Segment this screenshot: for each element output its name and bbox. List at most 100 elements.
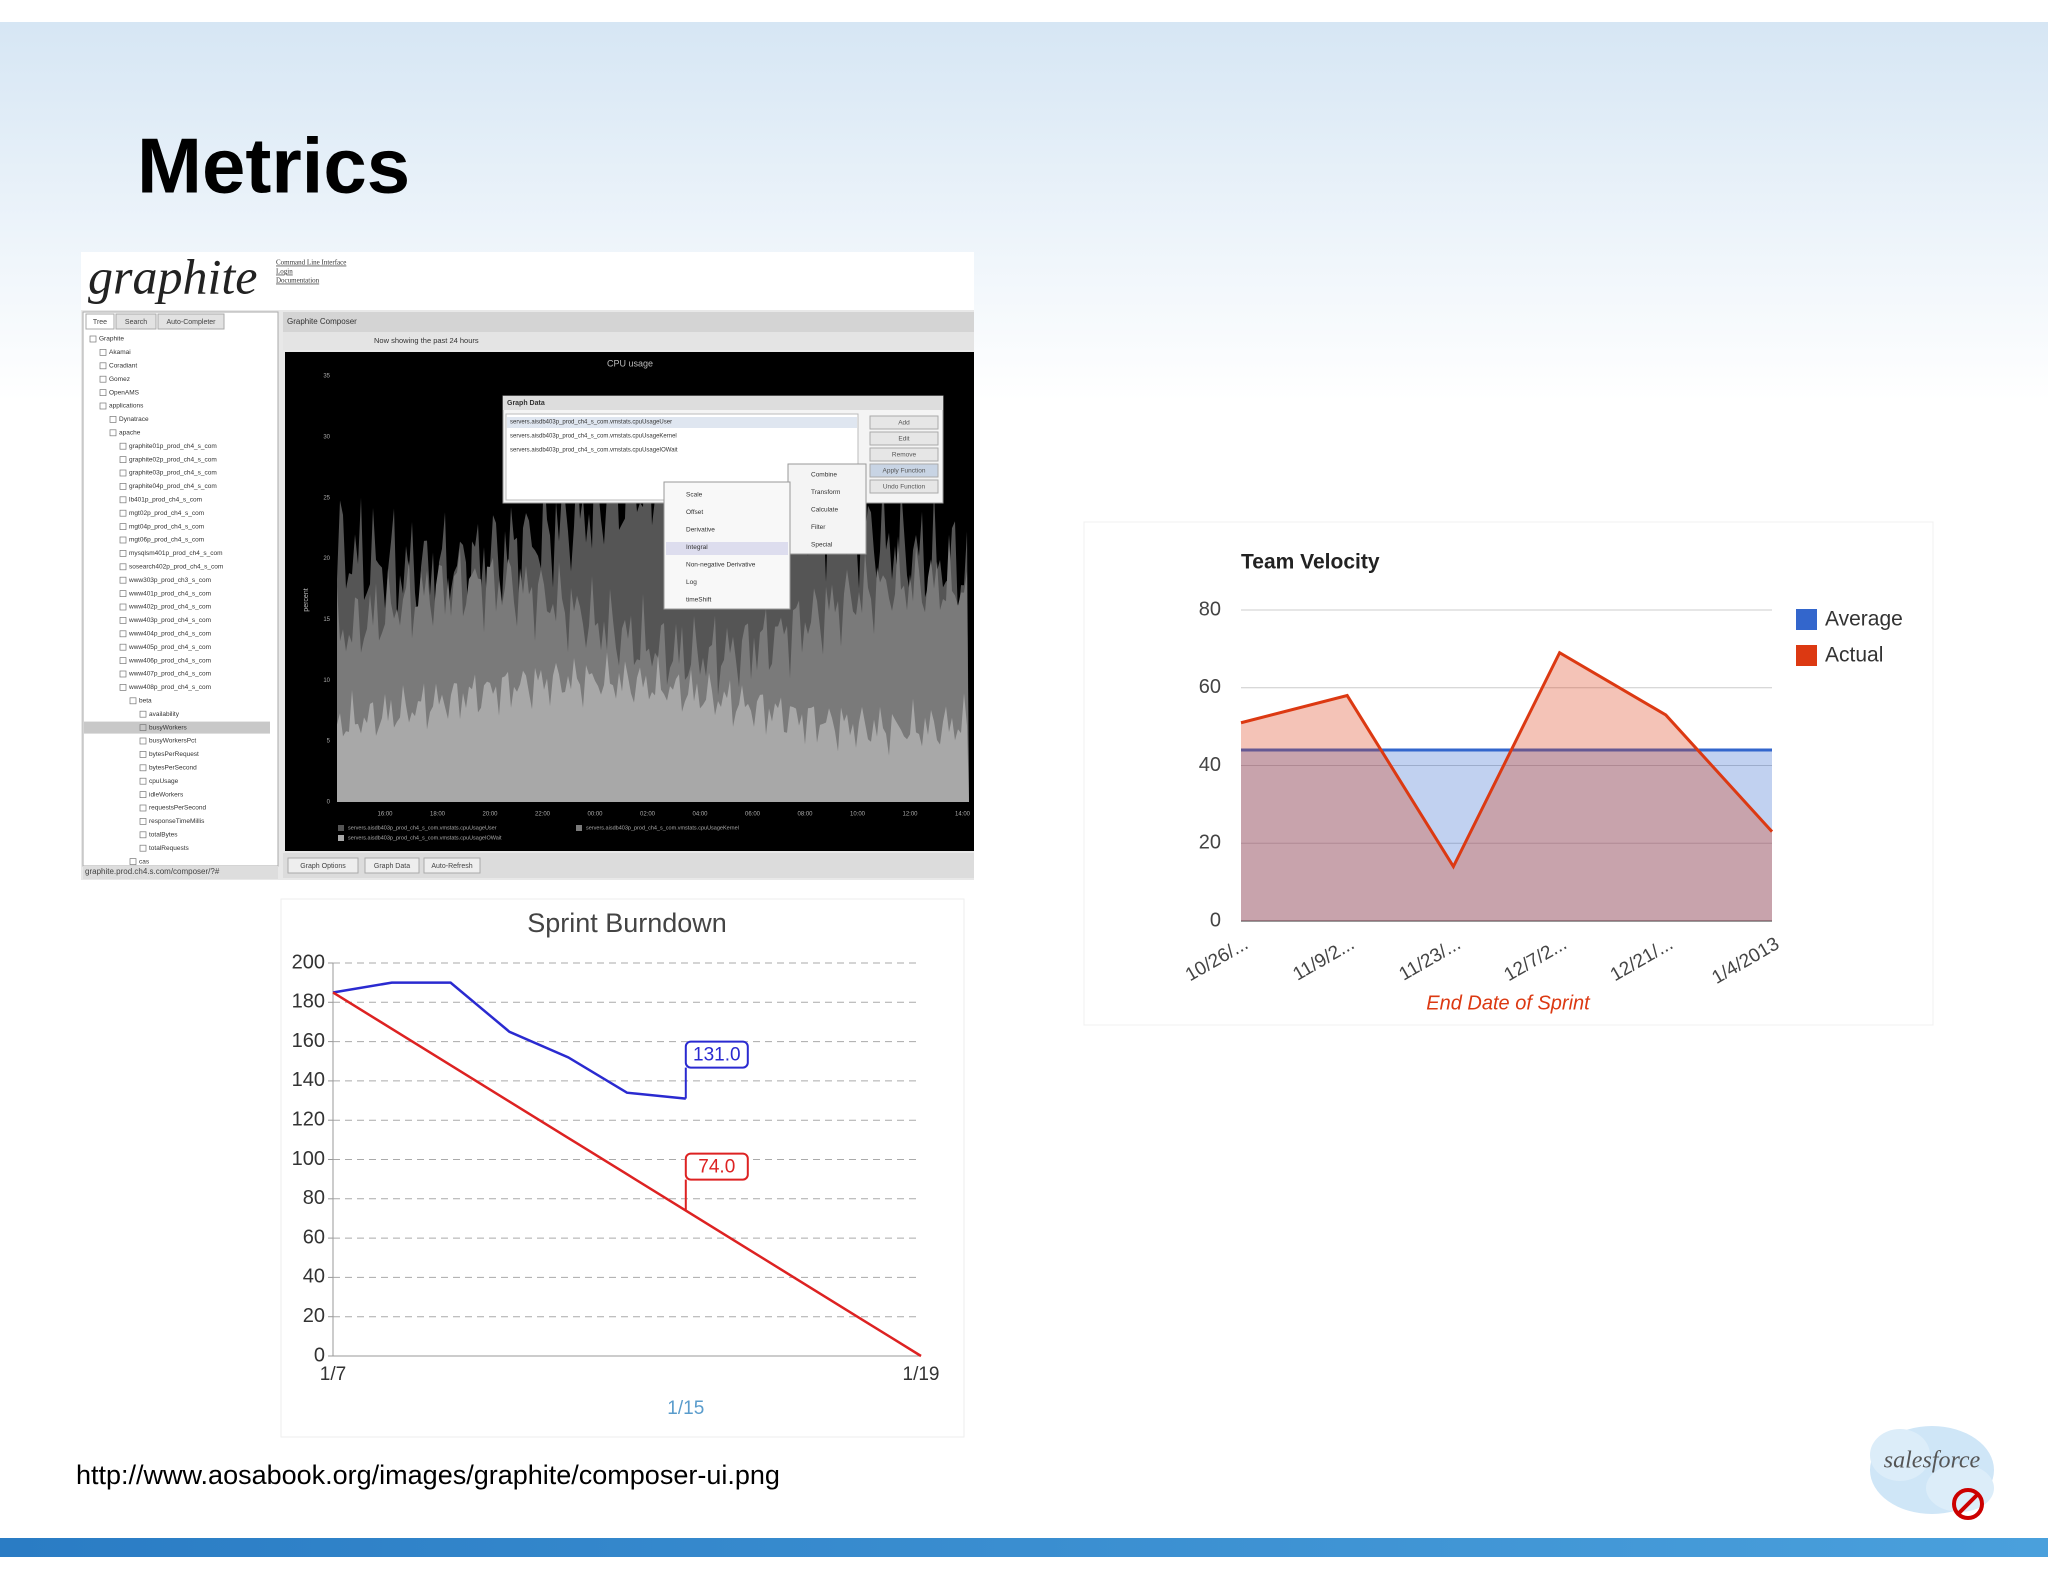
statusbar (83, 866, 278, 879)
graph-legend-item: servers.aisdb403p_prod_ch4_s_com.vmstats… (348, 825, 497, 831)
graph-x-tick: 14:00 (955, 812, 971, 818)
tree-item: mgt02p_prod_ch4_s_com (129, 510, 204, 517)
dialog-row: servers.aisdb403p_prod_ch4_s_com.vmstats… (510, 420, 672, 426)
y-tick-label: 180 (292, 991, 325, 1013)
graph-y-tick: 10 (323, 678, 330, 684)
dialog-title: Graph Data (507, 400, 545, 407)
graph-x-tick: 16:00 (377, 812, 393, 818)
header-link: Command Line Interface (276, 259, 346, 267)
line (332, 991, 922, 1358)
tree-icon (139, 724, 147, 731)
tab (157, 313, 225, 330)
tree-icon (139, 831, 147, 839)
tab-label: Search (125, 319, 147, 326)
line (1240, 650, 1774, 870)
y-tick-label: 120 (292, 1108, 325, 1130)
graph-legend-item: servers.aisdb403p_prod_ch4_s_com.vmstats… (348, 835, 502, 841)
submenu-hover (666, 542, 788, 555)
tree-icon (119, 684, 127, 691)
graph-y-tick: 30 (323, 434, 330, 440)
tree-item: www403p_prod_ch4_s_com (128, 617, 211, 624)
tree-icon (99, 402, 107, 410)
graph-x-tick: 00:00 (587, 812, 603, 818)
tree-item: www303p_prod_ch3_s_com (128, 577, 211, 584)
velocity-x-label: End Date of Sprint (1426, 992, 1591, 1014)
legend-swatch (1796, 645, 1817, 666)
graph-legend-swatch (338, 825, 344, 831)
menu-item: Combine (811, 472, 837, 479)
velocity-panel (1083, 521, 1934, 1026)
tree-icon (119, 483, 127, 490)
dialog-row: servers.aisdb403p_prod_ch4_s_com.vmstats… (510, 448, 678, 454)
graph-x-tick: 08:00 (797, 812, 813, 818)
submenu-item: timeShift (686, 597, 711, 604)
tree-item: Dynatrace (119, 416, 149, 423)
screenshot-header (81, 252, 974, 310)
graph-y-tick: 5 (327, 739, 331, 745)
tree-item: www406p_prod_ch4_s_com (128, 657, 211, 664)
tree-item: mgt06p_prod_ch4_s_com (129, 537, 204, 544)
tree-item: responseTimeMillis (149, 818, 205, 825)
tree-icon (99, 362, 107, 370)
menu-item: Calculate (811, 507, 838, 514)
tree-item: busyWorkers (149, 724, 188, 731)
tree-item: Gomez (109, 376, 130, 383)
y-tick-label: 160 (292, 1030, 325, 1052)
bottom-button-label: Auto-Refresh (431, 863, 472, 870)
tree-icon (139, 737, 147, 745)
tree-icon (119, 456, 127, 463)
tree-icon (139, 777, 147, 785)
tree-icon (119, 469, 127, 477)
tree-icon (119, 442, 127, 450)
toolbar (283, 332, 974, 350)
tree-item: totalBytes (149, 832, 178, 839)
x-tick-label: 1/7 (320, 1364, 346, 1385)
submenu-item: Offset (686, 509, 703, 516)
bottom-button (423, 857, 481, 874)
dialog-button-label: Apply Function (883, 468, 926, 475)
dialog-row-selected (507, 417, 857, 428)
bottom-button-label: Graph Data (374, 863, 410, 870)
tree-icon (119, 617, 127, 624)
tree-icon (99, 389, 107, 396)
graph-x-tick: 18:00 (430, 812, 446, 818)
tree-icon (119, 630, 127, 638)
legend-label: Average (1825, 608, 1903, 631)
graph-y-tick: 35 (323, 374, 330, 380)
tree-icon (119, 643, 127, 651)
slide-title: Metrics (137, 122, 410, 210)
legend-swatch (1796, 609, 1817, 630)
graph-x-tick: 22:00 (535, 812, 551, 818)
header-link: Documentation (276, 277, 320, 285)
tree-icon (139, 818, 147, 825)
tree-icon (89, 335, 97, 343)
burndown-panel (280, 898, 965, 1438)
y-tick-label: 20 (1199, 832, 1221, 854)
velocity-title: Team Velocity (1241, 551, 1380, 574)
tree-item: www407p_prod_ch4_s_com (128, 671, 211, 678)
graph-legend-item: servers.aisdb403p_prod_ch4_s_com.vmstats… (586, 825, 739, 831)
y-tick-label: 140 (292, 1069, 325, 1091)
dialog-button (869, 479, 939, 494)
graph-x-tick: 06:00 (745, 812, 761, 818)
dialog-button-label: Edit (898, 436, 909, 443)
tree-icon (119, 523, 127, 530)
tree-icon (119, 536, 127, 544)
x-tick-label: 1/15 (667, 1398, 704, 1419)
tree-item: graphite03p_prod_ch4_s_com (129, 470, 217, 477)
tree-item: www405p_prod_ch4_s_com (128, 644, 211, 651)
composer-bar (283, 312, 974, 332)
menu (787, 463, 867, 555)
graph-legend-swatch (338, 835, 344, 841)
bottom-button (364, 857, 420, 874)
tree-item: sosearch402p_prod_ch4_s_com (129, 564, 223, 571)
dialog-button-label: Undo Function (883, 484, 926, 491)
tree-icon (119, 590, 127, 597)
graph-y-tick: 0 (327, 800, 331, 806)
area-fill (1241, 749, 1772, 921)
tree-item: busyWorkersPct (149, 738, 196, 745)
y-tick-label: 60 (303, 1226, 325, 1248)
dialog-button (869, 415, 939, 430)
submenu-item: Derivative (686, 527, 715, 534)
bottom-bar (0, 1538, 2048, 1557)
